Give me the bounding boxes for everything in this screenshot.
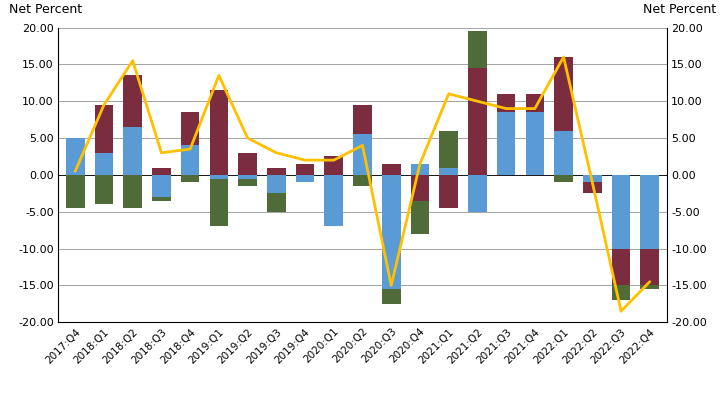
- Bar: [382, 289, 400, 304]
- Bar: [612, 248, 630, 285]
- Bar: [267, 167, 286, 175]
- Bar: [66, 138, 85, 175]
- Bar: [324, 156, 343, 175]
- Bar: [439, 175, 458, 208]
- Bar: [267, 193, 286, 212]
- Text: Net Percent: Net Percent: [642, 3, 716, 16]
- Bar: [468, 175, 486, 212]
- Bar: [382, 175, 400, 289]
- Bar: [296, 175, 315, 182]
- Bar: [410, 164, 429, 175]
- Bar: [152, 175, 171, 197]
- Bar: [497, 112, 515, 175]
- Bar: [612, 175, 630, 248]
- Bar: [296, 164, 315, 175]
- Bar: [123, 75, 142, 127]
- Bar: [210, 90, 228, 175]
- Bar: [526, 94, 544, 112]
- Bar: [324, 175, 343, 226]
- Bar: [640, 285, 659, 289]
- Bar: [410, 175, 429, 201]
- Bar: [353, 105, 372, 134]
- Bar: [353, 134, 372, 175]
- Bar: [267, 175, 286, 193]
- Bar: [439, 167, 458, 175]
- Bar: [95, 153, 113, 175]
- Bar: [410, 201, 429, 234]
- Bar: [640, 248, 659, 285]
- Bar: [239, 153, 257, 175]
- Bar: [239, 175, 257, 178]
- Bar: [468, 31, 486, 68]
- Bar: [181, 112, 199, 145]
- Bar: [123, 175, 142, 208]
- Bar: [123, 127, 142, 175]
- Bar: [497, 94, 515, 112]
- Bar: [353, 175, 372, 186]
- Bar: [554, 57, 573, 130]
- Bar: [152, 167, 171, 175]
- Bar: [66, 175, 85, 208]
- Text: Net Percent: Net Percent: [9, 3, 83, 16]
- Bar: [439, 130, 458, 167]
- Bar: [95, 175, 113, 204]
- Bar: [583, 175, 602, 182]
- Bar: [210, 178, 228, 226]
- Bar: [181, 175, 199, 182]
- Bar: [152, 197, 171, 201]
- Bar: [526, 112, 544, 175]
- Bar: [95, 105, 113, 153]
- Bar: [612, 285, 630, 300]
- Bar: [554, 130, 573, 175]
- Bar: [210, 175, 228, 178]
- Bar: [640, 175, 659, 248]
- Bar: [181, 145, 199, 175]
- Bar: [583, 182, 602, 193]
- Bar: [239, 178, 257, 186]
- Bar: [468, 68, 486, 175]
- Bar: [382, 164, 400, 175]
- Bar: [554, 175, 573, 182]
